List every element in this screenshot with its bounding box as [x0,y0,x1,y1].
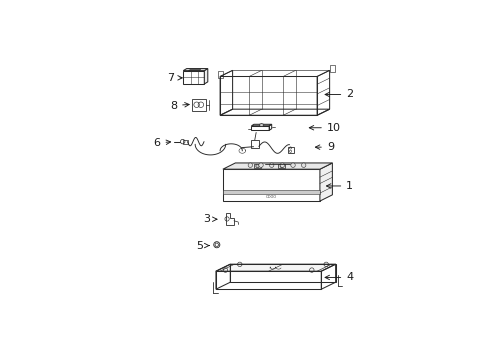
Text: 2: 2 [325,90,353,99]
Polygon shape [319,163,332,201]
Circle shape [301,163,305,167]
Text: 9: 9 [315,142,333,152]
Text: OOOO: OOOO [265,195,276,199]
Text: 8: 8 [170,100,189,111]
Circle shape [280,165,283,168]
Polygon shape [204,68,207,84]
Circle shape [258,163,263,167]
Circle shape [247,163,252,167]
Polygon shape [254,165,260,168]
Bar [218,71,223,78]
Text: 3: 3 [203,214,217,224]
Text: 6: 6 [153,138,170,148]
Polygon shape [223,163,332,169]
Circle shape [290,163,295,167]
Polygon shape [183,68,207,71]
Circle shape [269,163,273,167]
Text: 7: 7 [167,73,182,83]
Polygon shape [223,169,319,201]
Polygon shape [216,264,335,271]
Polygon shape [223,190,319,194]
Text: 4: 4 [325,273,353,283]
Text: 10: 10 [308,123,340,133]
Bar [183,140,187,144]
Circle shape [280,163,284,167]
Bar [287,147,293,153]
Polygon shape [251,124,271,126]
Polygon shape [259,123,263,127]
Text: 5: 5 [196,240,209,251]
Polygon shape [183,71,204,84]
Circle shape [255,165,259,168]
Bar [250,140,259,148]
Bar [329,65,334,72]
Text: 1: 1 [326,181,352,191]
Polygon shape [278,165,285,168]
